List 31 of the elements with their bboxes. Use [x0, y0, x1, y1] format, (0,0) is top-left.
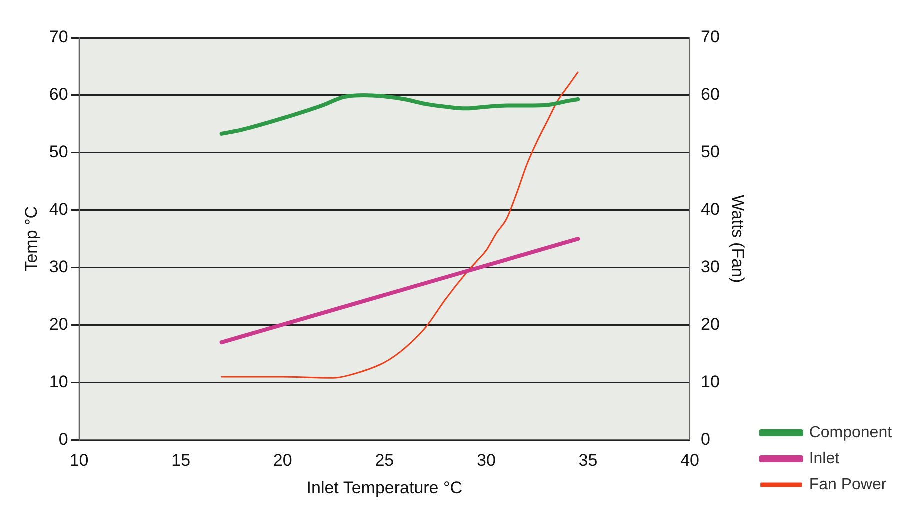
x-tick-label: 20 [273, 451, 292, 470]
x-tick-label: 35 [578, 451, 598, 470]
x-tick-label: 40 [680, 451, 700, 470]
line-series [221, 72, 579, 379]
line-series [220, 93, 580, 136]
legend-label: Fan Power [809, 476, 888, 494]
x-tick-label: 25 [375, 451, 394, 470]
y2-tick-label: 60 [701, 85, 720, 104]
y2-tick-label: 0 [701, 430, 710, 449]
y-tick-label: 40 [49, 200, 68, 220]
y2-tick-label: 50 [701, 142, 720, 162]
y2-tick-label: 40 [701, 200, 720, 220]
y-tick-label: 10 [49, 372, 68, 392]
x-tick-label: 30 [476, 451, 496, 470]
y-axis-title: Temp °C [22, 206, 41, 272]
y-tick-label: 30 [49, 258, 68, 277]
x-tick-label: 10 [70, 451, 89, 470]
legend-label: Inlet [809, 450, 840, 468]
x-axis-title: Inlet Temperature °C [306, 478, 463, 498]
y-tick-label: 60 [49, 85, 68, 104]
y2-tick-label: 10 [701, 372, 720, 392]
y2-tick-label: 20 [701, 314, 720, 334]
y-tick-label: 50 [49, 142, 68, 162]
y-tick-label: 70 [49, 28, 68, 47]
y2-axis-title: Watts (Fan) [728, 195, 748, 284]
y-tick-label: 20 [49, 314, 68, 334]
legend-label: Component [809, 424, 893, 442]
y-tick-label: 0 [58, 430, 68, 449]
x-tick-label: 15 [172, 451, 191, 470]
y2-tick-label: 30 [701, 258, 720, 277]
y2-tick-label: 70 [701, 28, 720, 47]
